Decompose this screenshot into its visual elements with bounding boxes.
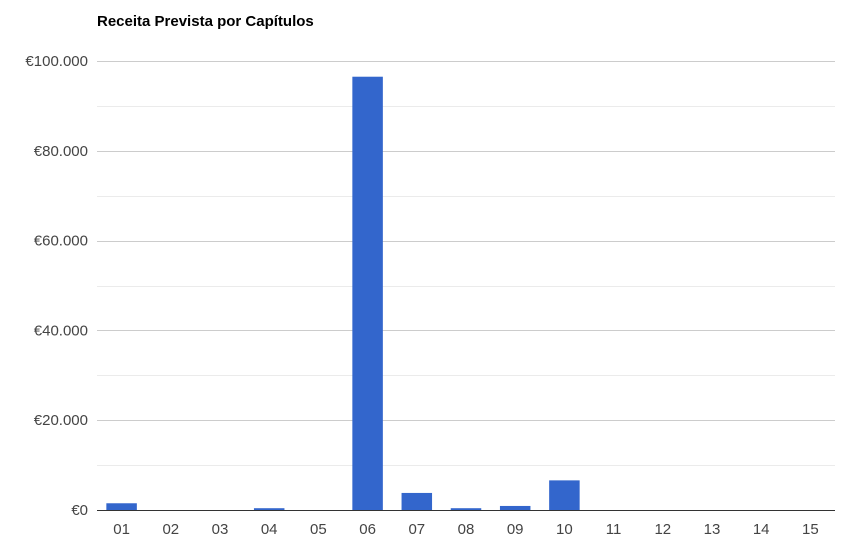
bar-06[interactable] xyxy=(352,76,383,510)
bar-10[interactable] xyxy=(549,480,580,510)
x-tick-label: 14 xyxy=(753,521,770,538)
y-tick-label: €20.000 xyxy=(34,412,88,429)
x-tick-label: 15 xyxy=(802,521,819,538)
y-axis-labels: €0 €20.000 €40.000 €60.000 €80.000 €100.000 xyxy=(25,53,88,519)
bar-09[interactable] xyxy=(499,505,531,510)
y-tick-label: €60.000 xyxy=(34,233,88,250)
x-tick-label: 06 xyxy=(359,521,376,538)
bar-08[interactable] xyxy=(450,508,482,510)
y-tick-label: €0 xyxy=(71,502,88,519)
x-tick-label: 05 xyxy=(310,521,327,538)
bar-01[interactable] xyxy=(106,503,137,510)
x-tick-label: 01 xyxy=(113,521,130,538)
x-tick-label: 08 xyxy=(458,521,475,538)
bar-04[interactable] xyxy=(253,508,285,510)
x-tick-label: 03 xyxy=(212,521,229,538)
y-tick-label: €40.000 xyxy=(34,322,88,339)
bar-07[interactable] xyxy=(401,492,433,510)
chart-title: Receita Prevista por Capítulos xyxy=(97,13,314,30)
x-axis-labels: 01 02 03 04 05 06 07 08 09 10 11 12 13 14 15 xyxy=(113,521,818,538)
x-tick-label: 09 xyxy=(507,521,524,538)
y-tick-label: €80.000 xyxy=(34,143,88,160)
x-tick-label: 13 xyxy=(704,521,721,538)
x-tick-label: 10 xyxy=(556,521,573,538)
x-tick-label: 02 xyxy=(162,521,179,538)
x-tick-label: 12 xyxy=(654,521,671,538)
x-tick-label: 04 xyxy=(261,521,278,538)
x-tick-label: 11 xyxy=(606,521,622,538)
bars xyxy=(106,76,580,510)
gridlines xyxy=(97,61,835,466)
x-tick-label: 07 xyxy=(408,521,425,538)
y-tick-label: €100.000 xyxy=(25,53,88,70)
